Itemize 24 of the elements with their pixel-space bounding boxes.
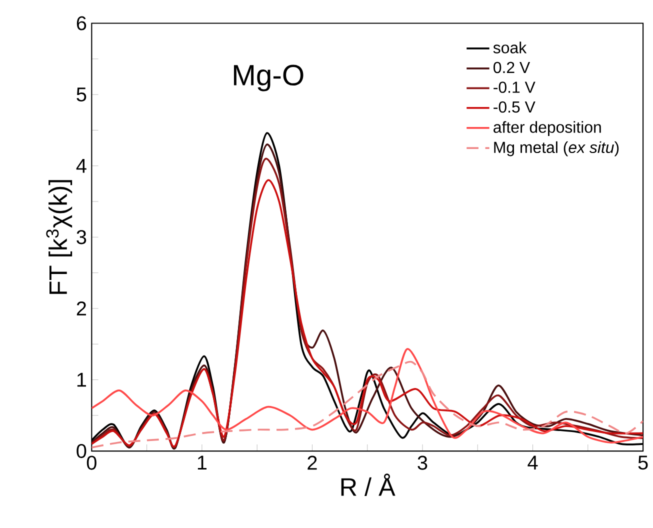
x-tick-label: 4 — [528, 456, 538, 470]
line-series — [92, 348, 644, 444]
line-series — [92, 360, 644, 448]
legend-label: Mg metal (ex situ) — [494, 141, 619, 156]
x-axis-title: R / Å — [341, 474, 396, 496]
x-tick-label: 0 — [86, 456, 96, 470]
y-tick-label: 3 — [76, 230, 86, 244]
legend-label: 0.2 V — [494, 62, 530, 74]
legend-label: soak — [493, 42, 527, 54]
legend-label: -0.1 V — [494, 82, 536, 93]
y-tick-label: 4 — [76, 158, 86, 173]
x-tick-label: 5 — [638, 456, 648, 470]
y-tick-label: 5 — [76, 88, 86, 102]
y-tick-label: 1 — [77, 372, 86, 387]
y-tick-label: 0 — [76, 444, 86, 458]
y-axis-title: FT [k$^{3}$χ(k)] — [46, 180, 72, 294]
x-tick-label: 3 — [418, 456, 428, 470]
y-tick-label: 6 — [76, 16, 86, 30]
annotation: Mg-O — [234, 64, 304, 92]
y-tick-label: 2 — [76, 301, 86, 316]
legend-label: after deposition — [494, 121, 601, 136]
x-tick-label: 2 — [308, 456, 317, 470]
legend-label: -0.5 V — [494, 101, 536, 113]
x-tick-label: 1 — [198, 456, 207, 470]
